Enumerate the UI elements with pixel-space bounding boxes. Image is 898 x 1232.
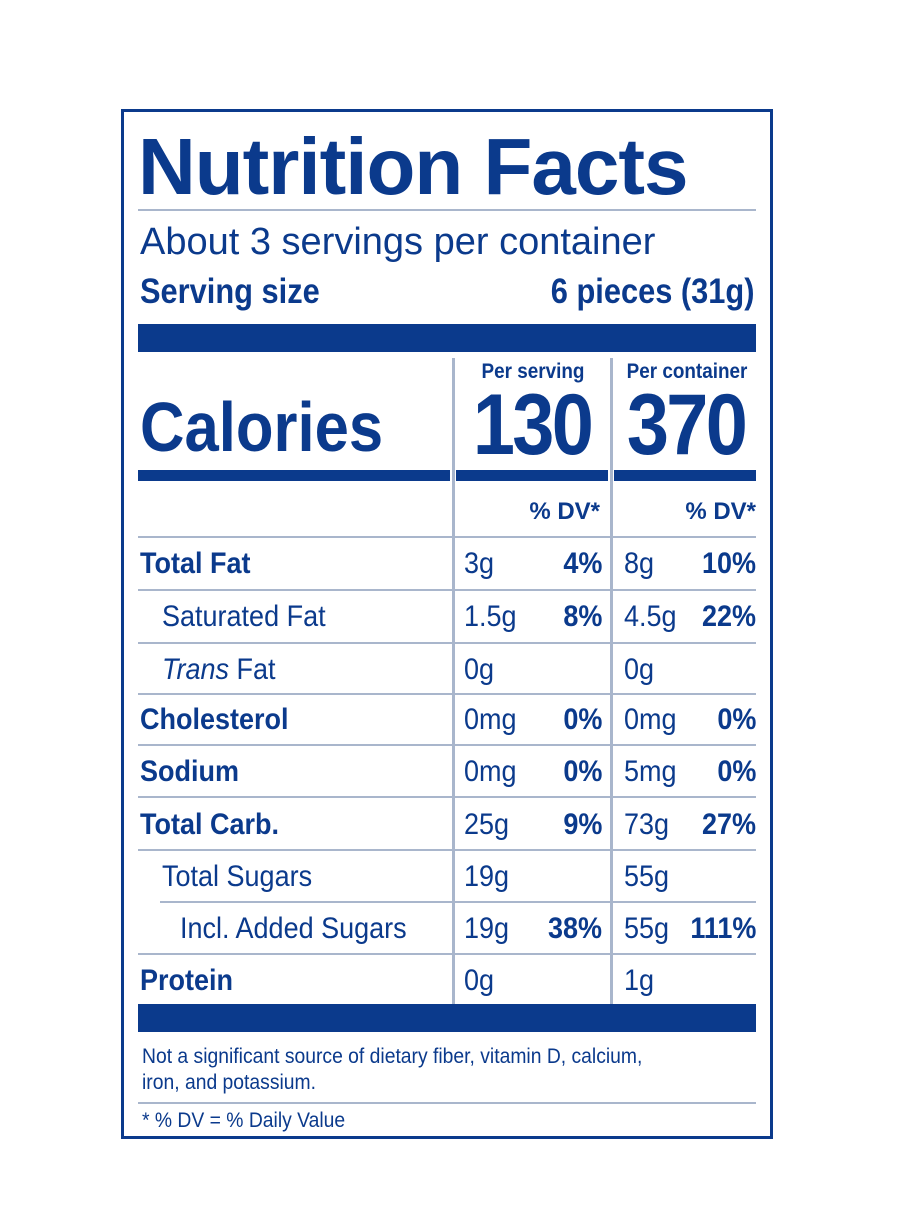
trans-italic: Trans: [162, 653, 230, 686]
serving-amount: 25g: [464, 808, 510, 841]
thick-bar-calories-left: [138, 470, 450, 481]
footnote-line-2: iron, and potassium.: [142, 1071, 316, 1094]
thick-bar-calories-right: [614, 470, 756, 481]
container-dv: 0%: [716, 703, 756, 736]
serving-dv: 9%: [562, 808, 602, 841]
nutrient-name: Total Fat: [140, 547, 251, 580]
dv-header-serving: % DV*: [529, 498, 600, 525]
dv-footnote: * % DV = % Daily Value: [142, 1109, 346, 1132]
container-amount: 0mg: [624, 703, 677, 736]
container-dv: 0%: [716, 755, 756, 788]
serving-amount: 0mg: [464, 703, 517, 736]
container-dv: 111%: [689, 912, 756, 945]
nutrient-name: Cholesterol: [140, 703, 289, 736]
thick-bar-calories-mid: [456, 470, 608, 481]
container-dv: 10%: [701, 547, 756, 580]
row-divider: [138, 796, 756, 798]
divider: [138, 1102, 756, 1104]
serving-amount: 0g: [464, 653, 495, 686]
nutrient-name: Incl. Added Sugars: [180, 912, 407, 945]
servings-per-container: About 3 servings per container: [140, 221, 656, 263]
row-divider: [138, 849, 756, 851]
container-amount: 1g: [624, 964, 655, 997]
container-amount: 0g: [624, 653, 655, 686]
row-divider: [138, 693, 756, 695]
serving-amount: 1.5g: [464, 600, 517, 633]
trans-rest: Fat: [229, 653, 276, 686]
nutrient-name: Trans Fat: [162, 653, 276, 687]
serving-size-value: 6 pieces (31g): [550, 272, 754, 311]
container-amount: 4.5g: [624, 600, 677, 633]
container-dv: 27%: [701, 808, 756, 841]
serving-amount: 0g: [464, 964, 495, 997]
nutrient-name: Saturated Fat: [162, 600, 326, 633]
per-serving-header: Per serving: [481, 360, 585, 383]
row-divider: [138, 744, 756, 746]
per-container-header: Per container: [626, 360, 748, 383]
serving-amount: 0mg: [464, 755, 517, 788]
row-divider: [138, 536, 756, 538]
container-dv: 22%: [701, 600, 756, 633]
serving-size-label: Serving size: [140, 272, 320, 311]
container-amount: 55g: [624, 912, 670, 945]
row-divider: [160, 901, 756, 903]
container-amount: 55g: [624, 860, 670, 893]
calories-label: Calories: [140, 388, 384, 466]
footnote-line-1: Not a significant source of dietary fibe…: [142, 1045, 643, 1068]
divider: [138, 209, 756, 211]
container-amount: 73g: [624, 808, 670, 841]
container-amount: 8g: [624, 547, 655, 580]
calories-per-container: 370: [626, 377, 748, 473]
thick-bar-top: [138, 324, 756, 352]
nutrition-facts-label: Nutrition Facts About 3 servings per con…: [121, 109, 773, 1139]
serving-amount: 19g: [464, 912, 510, 945]
serving-dv: 0%: [562, 755, 602, 788]
nutrient-name: Total Sugars: [162, 860, 313, 893]
dv-header-container: % DV*: [685, 498, 756, 525]
row-divider: [138, 642, 756, 644]
nutrient-name: Protein: [140, 964, 234, 997]
nutrient-name: Sodium: [140, 755, 239, 788]
calories-per-serving: 130: [472, 377, 594, 473]
nutrient-name: Total Carb.: [140, 808, 280, 841]
serving-amount: 19g: [464, 860, 510, 893]
column-divider-right: [610, 358, 613, 1008]
row-divider: [138, 953, 756, 955]
label-title: Nutrition Facts: [138, 122, 688, 211]
serving-dv: 0%: [562, 703, 602, 736]
column-divider-left: [452, 358, 455, 1008]
container-amount: 5mg: [624, 755, 677, 788]
thick-bar-bottom: [138, 1004, 756, 1032]
serving-dv: 38%: [547, 912, 602, 945]
row-divider: [138, 589, 756, 591]
serving-dv: 4%: [562, 547, 602, 580]
serving-amount: 3g: [464, 547, 495, 580]
serving-dv: 8%: [562, 600, 602, 633]
